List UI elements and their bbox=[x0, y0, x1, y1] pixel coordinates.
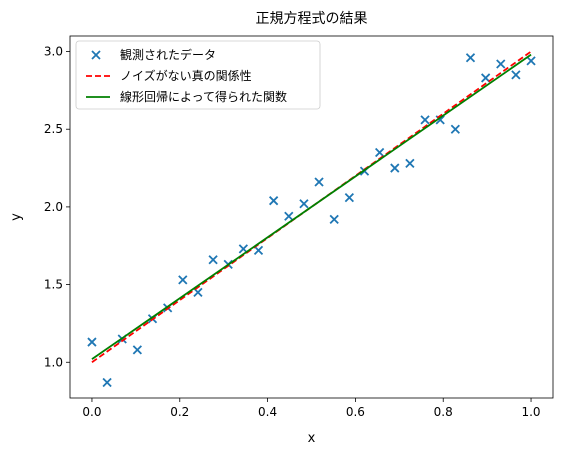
x-axis-label: x bbox=[308, 431, 316, 446]
y-tick-label: 1.0 bbox=[44, 355, 63, 369]
legend-label: ノイズがない真の関係性 bbox=[120, 68, 252, 83]
data-point bbox=[284, 211, 294, 221]
data-point bbox=[390, 163, 400, 173]
legend-box bbox=[75, 40, 321, 110]
x-tick-label: 0.6 bbox=[346, 405, 365, 419]
data-point bbox=[102, 377, 112, 388]
legend-handle bbox=[91, 50, 101, 60]
x-tick-label: 0.2 bbox=[170, 405, 189, 419]
data-point bbox=[208, 255, 218, 265]
data-point bbox=[299, 199, 309, 209]
legend-label: 観測されたデータ bbox=[120, 47, 216, 62]
data-point bbox=[344, 192, 354, 203]
data-point bbox=[496, 59, 506, 69]
x-tick-label: 0.0 bbox=[82, 405, 101, 419]
data-point bbox=[314, 177, 324, 187]
data-point bbox=[375, 147, 385, 158]
data-point bbox=[132, 345, 142, 355]
axes-frame bbox=[69, 35, 554, 399]
plot-area bbox=[87, 50, 536, 388]
data-point bbox=[269, 196, 279, 206]
series-line-2 bbox=[91, 53, 532, 360]
data-point bbox=[526, 56, 536, 66]
axis-ticks: 0.0 0.2 0.4 0.6 0.8 1.0 1.0 1.5 2.0 2.5 3.0 bbox=[44, 45, 541, 419]
data-point bbox=[405, 158, 415, 169]
chart-title: 正規方程式の結果 bbox=[256, 11, 368, 27]
data-point bbox=[420, 115, 430, 125]
y-tick-label: 3.0 bbox=[44, 45, 63, 59]
y-tick-label: 1.5 bbox=[44, 278, 63, 292]
y-tick-label: 2.5 bbox=[44, 122, 63, 136]
data-point bbox=[329, 214, 339, 224]
data-point bbox=[465, 53, 476, 63]
x-tick-label: 0.8 bbox=[434, 405, 453, 419]
data-point bbox=[511, 70, 521, 80]
data-point bbox=[178, 275, 188, 285]
data-point bbox=[481, 73, 491, 83]
legend-label: 線形回帰によって得られた関数 bbox=[120, 89, 287, 104]
data-point bbox=[450, 124, 460, 134]
y-axis-label: y bbox=[9, 213, 24, 221]
x-tick-label: 1.0 bbox=[521, 405, 540, 419]
y-tick-label: 2.0 bbox=[44, 200, 63, 214]
data-point bbox=[253, 245, 264, 256]
x-tick-label: 0.4 bbox=[258, 405, 277, 419]
data-point bbox=[87, 337, 97, 347]
